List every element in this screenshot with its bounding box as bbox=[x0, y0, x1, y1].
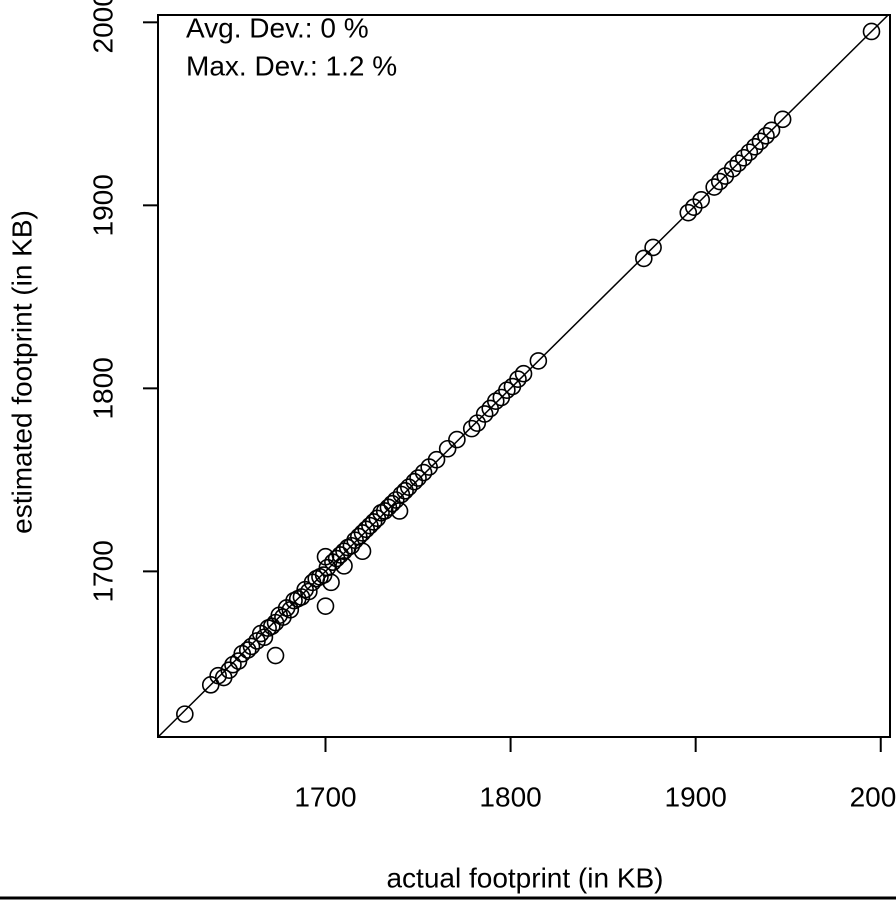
point bbox=[220, 661, 239, 679]
x-tick-label: 1800 bbox=[479, 781, 541, 812]
point bbox=[509, 370, 527, 389]
point bbox=[751, 132, 770, 151]
point bbox=[300, 582, 318, 601]
annotation: Avg. Dev.: 0 % bbox=[186, 12, 369, 43]
point bbox=[438, 439, 457, 458]
point bbox=[529, 352, 548, 370]
point bbox=[734, 148, 753, 167]
point bbox=[462, 419, 481, 438]
point bbox=[705, 178, 723, 196]
point bbox=[238, 641, 257, 659]
point bbox=[862, 22, 881, 41]
point bbox=[409, 469, 427, 487]
x-tick-label: 1900 bbox=[665, 781, 727, 812]
point bbox=[316, 597, 335, 615]
y-tick-label: 1900 bbox=[87, 174, 118, 236]
point bbox=[224, 655, 242, 674]
y-tick-label: 2000 bbox=[87, 0, 118, 53]
point bbox=[427, 450, 446, 469]
point bbox=[514, 364, 533, 383]
plot-box bbox=[157, 14, 891, 738]
point bbox=[710, 172, 729, 191]
point bbox=[405, 472, 424, 491]
point bbox=[740, 143, 759, 162]
point bbox=[414, 463, 433, 482]
point bbox=[746, 137, 764, 156]
x-axis-label: actual footprint (in KB) bbox=[386, 862, 663, 893]
y-tick-label: 1800 bbox=[87, 357, 118, 419]
point bbox=[396, 482, 414, 500]
point bbox=[335, 557, 353, 575]
point bbox=[692, 191, 711, 209]
point bbox=[679, 203, 698, 222]
point bbox=[242, 637, 261, 656]
point bbox=[486, 392, 505, 410]
point bbox=[773, 110, 792, 129]
point bbox=[475, 405, 494, 423]
point bbox=[353, 542, 372, 561]
point bbox=[399, 478, 418, 496]
x-tick-label: 1700 bbox=[294, 781, 356, 812]
plot-area bbox=[158, 15, 889, 737]
point bbox=[635, 249, 653, 268]
annotation: Max. Dev.: 1.2 % bbox=[186, 50, 397, 81]
point bbox=[176, 705, 194, 723]
point bbox=[448, 430, 466, 449]
point bbox=[387, 491, 405, 509]
point bbox=[266, 646, 285, 665]
point bbox=[757, 126, 775, 145]
y-tick-label: 1700 bbox=[87, 540, 118, 602]
point bbox=[729, 154, 748, 173]
point bbox=[644, 238, 662, 257]
point bbox=[498, 381, 516, 399]
point bbox=[762, 121, 781, 140]
x-tick-label: 2000 bbox=[850, 781, 896, 812]
y-axis-label: estimated footprint (in KB) bbox=[6, 210, 37, 534]
point bbox=[723, 159, 742, 178]
point bbox=[322, 573, 340, 592]
